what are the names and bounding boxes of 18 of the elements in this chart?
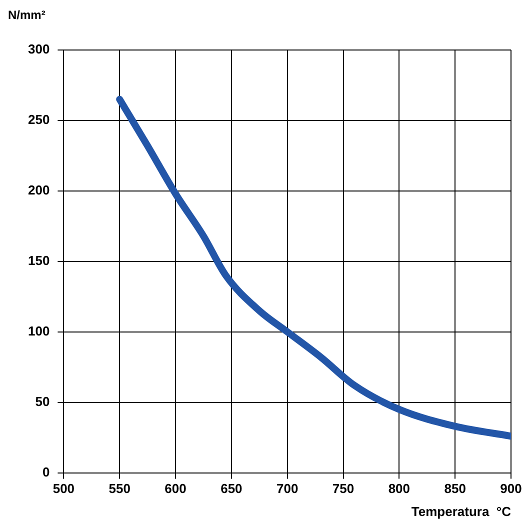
x-tick-label: 900	[500, 481, 522, 496]
x-tick-label: 850	[444, 481, 466, 496]
x-tick-label: 800	[388, 481, 410, 496]
x-tick-label: 650	[220, 481, 242, 496]
x-axis-title: Temperatura °C	[411, 504, 512, 519]
x-tick-label: 550	[108, 481, 130, 496]
y-tick-label: 300	[28, 42, 50, 57]
y-tick-label: 100	[28, 323, 50, 338]
y-axis-title: N/mm²	[8, 8, 46, 22]
x-tick-label: 700	[276, 481, 298, 496]
x-tick-label: 500	[52, 481, 75, 496]
y-tick-label: 200	[28, 182, 50, 198]
x-tick-label: 750	[332, 481, 354, 496]
y-tick-label: 50	[35, 394, 50, 409]
y-tick-label: 250	[28, 112, 50, 128]
x-tick-label: 600	[164, 481, 186, 496]
y-tick-label: 0	[42, 464, 50, 480]
y-tick-label: 150	[28, 252, 50, 268]
